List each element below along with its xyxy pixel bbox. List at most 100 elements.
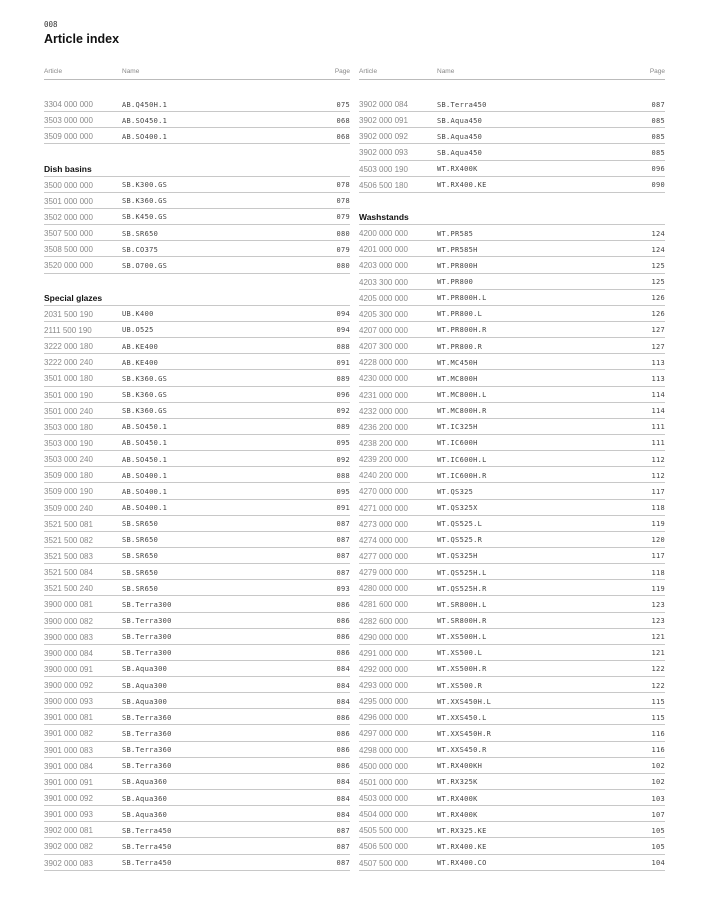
index-row: 3520 000 000 SB.O700.GS 080: [44, 257, 350, 274]
section-heading-label: Dish basins: [44, 163, 92, 174]
article-number: 3509 000 000: [44, 132, 93, 142]
page-reference: 122: [651, 665, 665, 674]
article-name: AB.SO450.1: [122, 439, 168, 448]
article-name: SB.Terra450: [122, 859, 172, 868]
index-row: 3901 000 082 SB.Terra360 086: [44, 725, 350, 742]
header-page: Page: [334, 68, 350, 75]
page-reference: 119: [651, 584, 665, 593]
article-name: AB.SO400.1: [122, 132, 168, 141]
article-number: 4297 000 000: [359, 729, 408, 739]
header-name: Name: [437, 68, 455, 75]
index-row: 4281 600 000 WT.SR800H.L 123: [359, 596, 665, 613]
index-row: 4277 000 000 WT.QS325H 117: [359, 548, 665, 565]
page-title: Article index: [44, 32, 120, 46]
index-row: 4280 000 000 WT.QS525H.R 119: [359, 580, 665, 597]
article-number: 3222 000 240: [44, 358, 93, 368]
page-reference: 126: [651, 294, 665, 303]
index-row: 4506 500 180 WT.RX400.KE 090: [359, 177, 665, 193]
page-reference: 087: [336, 520, 350, 529]
article-number: 4507 500 000: [359, 858, 408, 868]
page-reference: 119: [651, 520, 665, 529]
article-number: 3900 000 083: [44, 632, 93, 642]
page-reference: 087: [651, 100, 665, 109]
page-reference: 084: [336, 665, 350, 674]
index-row: 3902 000 091 SB.Aqua450 085: [359, 112, 665, 129]
page-reference: 096: [336, 391, 350, 400]
article-name: SB.Terra450: [122, 826, 172, 835]
article-name: AB.SO450.1: [122, 455, 168, 464]
article-number: 3503 000 240: [44, 455, 93, 465]
article-name: SB.Aqua300: [122, 681, 168, 690]
article-name: WT.PR800H.R: [437, 326, 487, 335]
page-reference: 095: [336, 487, 350, 496]
index-row: 4200 000 000 WT.PR585 124: [359, 225, 665, 242]
page-reference: 111: [651, 423, 665, 432]
page-reference: 125: [651, 278, 665, 287]
page-reference: 086: [336, 617, 350, 625]
index-row: 3503 000 180 AB.SO450.1 089: [44, 419, 350, 435]
index-row: 3902 000 092 SB.Aqua450 085: [359, 128, 665, 145]
index-row: 3503 000 000 AB.SO450.1 068: [44, 112, 350, 129]
article-name: WT.PR800H: [437, 261, 478, 270]
index-row: 4504 000 000 WT.RX400K 107: [359, 806, 665, 823]
article-name: SB.Aqua360: [122, 810, 168, 819]
index-row: 4293 000 000 WT.XS500.R 122: [359, 677, 665, 694]
article-number: 3900 000 082: [44, 616, 93, 626]
article-number: 4280 000 000: [359, 584, 408, 594]
index-row: 3503 000 240 AB.SO450.1 092: [44, 451, 350, 468]
index-row: 4290 000 000 WT.XS500H.L 121: [359, 629, 665, 645]
section-heading: Washstands: [359, 209, 665, 226]
article-name: SB.SR650: [122, 552, 159, 561]
index-row: 4270 000 000 WT.QS325 117: [359, 483, 665, 500]
article-number: 3509 000 190: [44, 487, 93, 497]
page-reference: 086: [336, 762, 350, 771]
page-reference: 116: [651, 729, 665, 738]
page-reference: 084: [336, 778, 350, 787]
index-row: 3902 000 083 SB.Terra450 087: [44, 855, 350, 871]
index-row: 4298 000 000 WT.XXS450.R 116: [359, 742, 665, 758]
article-number: 3503 000 190: [44, 438, 93, 448]
article-name: SB.SR650: [122, 536, 159, 545]
column-header: Article Name Page: [44, 66, 350, 80]
article-name: WT.XS500H.R: [437, 665, 487, 674]
article-name: SB.Terra300: [122, 649, 172, 658]
article-name: SB.SR650: [122, 568, 159, 577]
index-row: 3509 000 180 AB.SO400.1 088: [44, 467, 350, 484]
article-number: 3901 000 092: [44, 794, 93, 804]
page-reference: 078: [336, 197, 350, 206]
article-number: 4293 000 000: [359, 681, 408, 691]
article-name: WT.PR585H: [437, 245, 478, 254]
article-name: WT.QS525.L: [437, 520, 483, 529]
header-name: Name: [122, 68, 140, 75]
article-name: WT.PR800H.L: [437, 294, 487, 303]
article-number: 3902 000 092: [359, 132, 408, 142]
index-row: 3902 000 082 SB.Terra450 087: [44, 838, 350, 855]
article-name: WT.IC600H.R: [437, 471, 487, 480]
article-number: 4207 000 000: [359, 325, 408, 335]
article-name: WT.RX325K: [437, 778, 478, 787]
article-name: AB.SO450.1: [122, 116, 168, 125]
article-number: 4205 300 000: [359, 309, 408, 319]
page-reference: 114: [651, 391, 665, 400]
index-row: 3900 000 084 SB.Terra300 086: [44, 645, 350, 661]
article-name: SB.CO375: [122, 245, 159, 254]
article-name: WT.PR800.R: [437, 342, 483, 351]
page-reference: 084: [336, 697, 350, 706]
index-row: 4292 000 000 WT.XS500H.R 122: [359, 661, 665, 678]
article-number: 3222 000 180: [44, 342, 93, 352]
page-reference: 086: [336, 633, 350, 642]
page-reference: 121: [651, 649, 665, 658]
page-reference: 127: [651, 342, 665, 351]
page-reference: 075: [336, 100, 350, 109]
article-number: 4236 200 000: [359, 422, 408, 432]
article-name: SB.Terra360: [122, 762, 172, 771]
page-reference: 084: [336, 681, 350, 690]
index-row: 4291 000 000 WT.XS500.L 121: [359, 645, 665, 661]
page-reference: 124: [651, 245, 665, 254]
index-row: 4228 000 000 WT.MC450H 113: [359, 354, 665, 371]
article-number: 3501 000 000: [44, 196, 93, 206]
page-reference: 115: [651, 697, 665, 706]
article-name: SB.K360.GS: [122, 391, 168, 400]
article-number: 2111 500 190: [44, 325, 92, 335]
article-name: SB.Terra450: [437, 100, 487, 109]
